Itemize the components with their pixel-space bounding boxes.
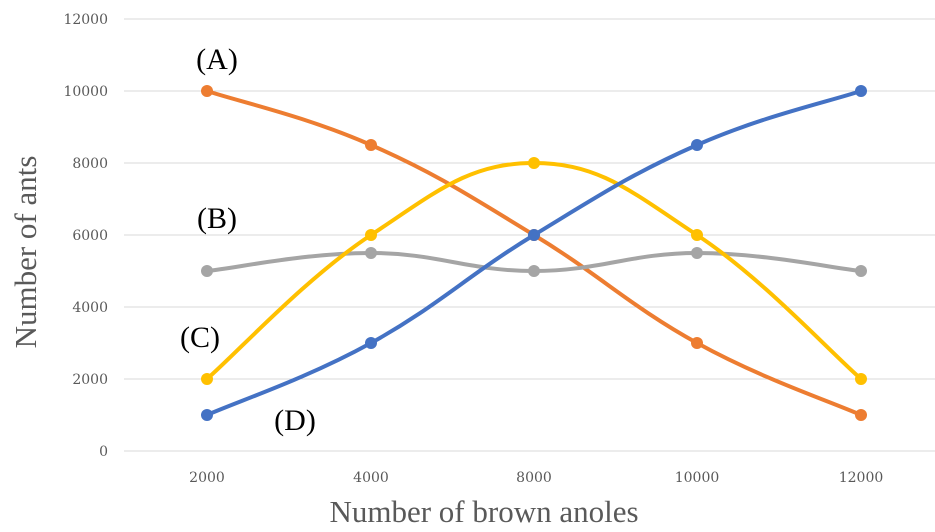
x-tick-label: 2000 (189, 470, 225, 486)
data-point (201, 85, 213, 97)
series-line (205, 89, 863, 417)
series-lines (201, 85, 867, 421)
data-point (201, 373, 213, 385)
data-point (855, 85, 867, 97)
data-point (528, 157, 540, 169)
series-label: (D) (274, 404, 316, 437)
x-axis-title: Number of brown anoles (329, 494, 638, 529)
data-point (691, 337, 703, 349)
data-point (528, 229, 540, 241)
data-point (365, 247, 377, 259)
y-axis-ticks: 0 2000 4000 6000 8000 10000 12000 (63, 12, 108, 460)
x-tick-label: 4000 (353, 470, 389, 486)
x-axis-ticks: 2000 4000 8000 10000 12000 (189, 470, 883, 486)
x-tick-label: 12000 (839, 470, 884, 486)
data-point (855, 373, 867, 385)
series-3 (201, 85, 867, 421)
y-axis-title: Number of ants (8, 156, 43, 349)
data-point (691, 229, 703, 241)
y-tick-label: 6000 (72, 228, 108, 244)
data-point (855, 265, 867, 277)
data-point (365, 337, 377, 349)
y-tick-label: 2000 (72, 372, 108, 388)
data-point (365, 229, 377, 241)
y-tick-label: 4000 (72, 300, 108, 316)
series-2 (201, 157, 867, 385)
x-tick-label: 8000 (516, 470, 552, 486)
series-1 (201, 247, 867, 277)
data-point (691, 139, 703, 151)
series-label: (B) (197, 202, 237, 235)
data-point (528, 265, 540, 277)
data-point (691, 247, 703, 259)
x-tick-label: 10000 (675, 470, 720, 486)
data-point (855, 409, 867, 421)
data-point (201, 265, 213, 277)
y-tick-label: 8000 (72, 156, 108, 172)
y-tick-label: 12000 (63, 12, 108, 28)
series-label: (C) (180, 321, 220, 354)
y-tick-label: 0 (99, 444, 108, 460)
series-0 (201, 85, 867, 421)
data-point (201, 409, 213, 421)
series-line (205, 89, 863, 417)
series-label: (A) (196, 43, 238, 76)
y-tick-label: 10000 (63, 84, 108, 100)
data-point (365, 139, 377, 151)
series-labels: (A) (B) (C) (D) (180, 43, 316, 437)
